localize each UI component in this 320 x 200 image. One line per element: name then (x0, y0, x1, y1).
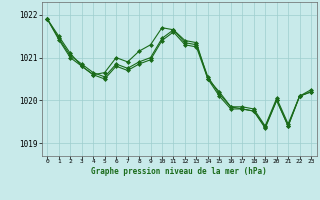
X-axis label: Graphe pression niveau de la mer (hPa): Graphe pression niveau de la mer (hPa) (91, 167, 267, 176)
